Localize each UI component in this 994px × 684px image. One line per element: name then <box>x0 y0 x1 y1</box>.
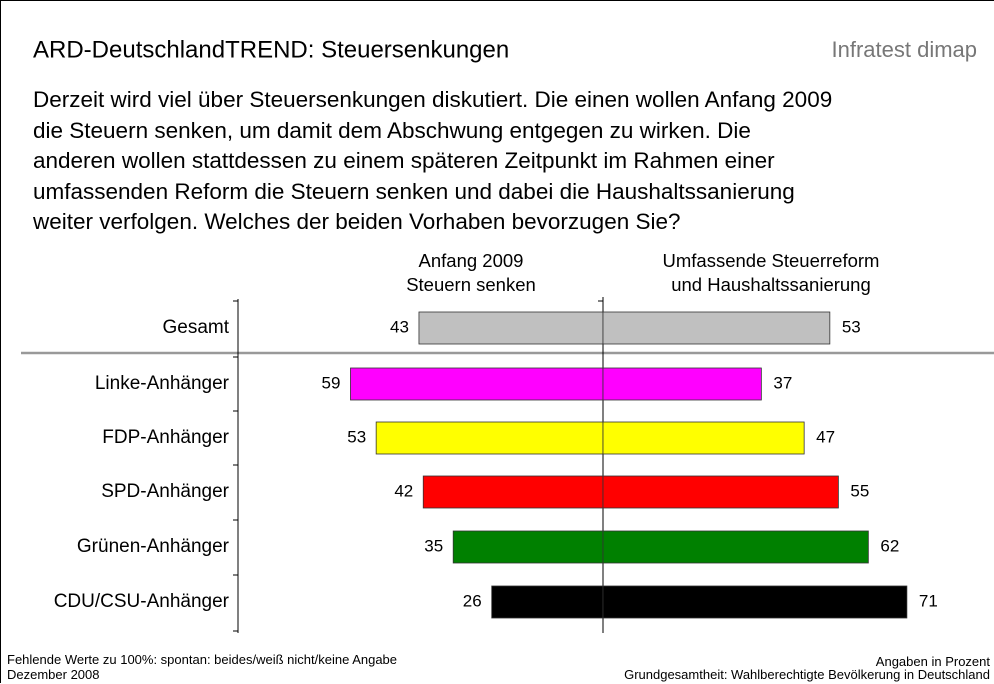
bar <box>452 530 604 564</box>
category-label: CDU/CSU-Anhänger <box>54 591 230 612</box>
series-header: Umfassende Steuerreform und Haushaltssan… <box>662 250 880 295</box>
value-label: 35 <box>424 536 443 555</box>
bar <box>422 475 604 509</box>
source: Infratest dimap <box>831 37 977 62</box>
category-label: Grünen-Anhänger <box>77 536 230 557</box>
series-header: Anfang 2009 Steuern senken <box>406 250 536 295</box>
bar <box>491 585 604 619</box>
value-label: 47 <box>816 427 835 446</box>
bar <box>350 367 604 401</box>
bar <box>602 421 805 455</box>
category-label: SPD-Anhänger <box>101 481 229 502</box>
footnote: Fehlende Werte zu 100%: spontan: beides/… <box>7 652 398 667</box>
value-label: 26 <box>463 591 482 610</box>
value-label: 59 <box>322 373 341 392</box>
category-label: FDP-Anhänger <box>102 427 229 448</box>
value-label: 37 <box>773 373 792 392</box>
bar <box>602 311 831 345</box>
bar <box>602 475 839 509</box>
footnote: Angaben in Prozent <box>875 654 990 669</box>
value-label: 42 <box>394 481 413 500</box>
bar <box>375 421 604 455</box>
footnote: Dezember 2008 <box>7 667 100 682</box>
title: ARD-DeutschlandTREND: Steuersenkungen <box>33 36 509 63</box>
value-label: 55 <box>850 481 869 500</box>
bar <box>602 530 869 564</box>
value-label: 53 <box>347 427 366 446</box>
bar <box>602 585 908 619</box>
category-label: Linke-Anhänger <box>95 373 230 394</box>
value-label: 71 <box>919 591 938 610</box>
bar <box>418 311 604 345</box>
category-label: Gesamt <box>162 317 229 338</box>
footnote: Grundgesamtheit: Wahlberechtigte Bevölke… <box>624 667 990 682</box>
value-label: 43 <box>390 317 409 336</box>
question: Derzeit wird viel über Steuersenkungen d… <box>33 87 833 234</box>
bar <box>602 367 762 401</box>
value-label: 62 <box>880 536 899 555</box>
value-label: 53 <box>842 317 861 336</box>
